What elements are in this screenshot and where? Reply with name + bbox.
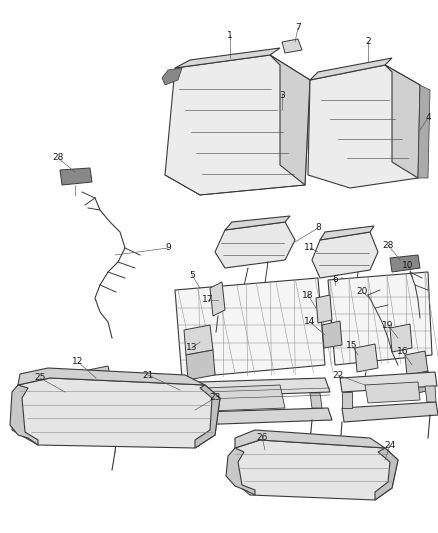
Polygon shape	[105, 378, 330, 400]
Text: 11: 11	[304, 244, 316, 253]
Text: 12: 12	[72, 358, 84, 367]
Polygon shape	[175, 278, 325, 378]
Polygon shape	[165, 55, 310, 195]
Polygon shape	[210, 282, 225, 316]
Polygon shape	[322, 321, 342, 348]
Polygon shape	[175, 48, 280, 68]
Polygon shape	[405, 351, 428, 376]
Text: 28: 28	[382, 240, 394, 249]
Polygon shape	[215, 222, 295, 268]
Polygon shape	[316, 295, 332, 323]
Polygon shape	[195, 385, 220, 448]
Text: 14: 14	[304, 318, 316, 327]
Polygon shape	[270, 55, 310, 185]
Polygon shape	[390, 255, 420, 272]
Polygon shape	[342, 392, 352, 408]
Polygon shape	[108, 408, 332, 428]
Text: 18: 18	[302, 290, 314, 300]
Text: 9: 9	[165, 244, 171, 253]
Text: 24: 24	[385, 440, 396, 449]
Text: 1: 1	[227, 30, 233, 39]
Text: 13: 13	[186, 343, 198, 352]
Text: 21: 21	[142, 370, 154, 379]
Polygon shape	[328, 272, 432, 365]
Text: 7: 7	[295, 23, 301, 33]
Text: 5: 5	[189, 271, 195, 279]
Text: 3: 3	[279, 91, 285, 100]
Text: 28: 28	[52, 154, 64, 163]
Text: 26: 26	[256, 432, 268, 441]
Polygon shape	[18, 368, 205, 385]
Text: 10: 10	[402, 261, 414, 270]
Text: 2: 2	[365, 37, 371, 46]
Polygon shape	[375, 448, 398, 500]
Text: 15: 15	[346, 341, 358, 350]
Polygon shape	[10, 385, 38, 445]
Text: 20: 20	[356, 287, 367, 296]
Polygon shape	[232, 440, 398, 500]
Polygon shape	[186, 350, 215, 380]
Polygon shape	[312, 232, 378, 278]
Polygon shape	[418, 85, 430, 178]
Polygon shape	[340, 372, 437, 392]
Polygon shape	[425, 386, 436, 402]
Polygon shape	[355, 344, 378, 372]
Polygon shape	[108, 400, 118, 415]
Polygon shape	[310, 58, 392, 80]
Text: 19: 19	[382, 320, 394, 329]
Polygon shape	[342, 402, 438, 422]
Polygon shape	[320, 226, 374, 240]
Polygon shape	[60, 168, 92, 185]
Polygon shape	[88, 366, 112, 390]
Text: 16: 16	[397, 348, 409, 357]
Text: 8: 8	[315, 223, 321, 232]
Polygon shape	[184, 325, 213, 355]
Polygon shape	[155, 385, 285, 413]
Polygon shape	[162, 68, 182, 85]
Polygon shape	[365, 382, 420, 403]
Polygon shape	[235, 430, 385, 448]
Polygon shape	[408, 371, 430, 395]
Polygon shape	[92, 384, 114, 405]
Polygon shape	[308, 65, 420, 188]
Polygon shape	[390, 324, 412, 352]
Text: 25: 25	[34, 374, 46, 383]
Polygon shape	[385, 65, 420, 178]
Polygon shape	[225, 216, 290, 230]
Text: 6: 6	[332, 276, 338, 285]
Text: 4: 4	[425, 114, 431, 123]
Text: 17: 17	[202, 295, 214, 304]
Polygon shape	[282, 39, 302, 53]
Polygon shape	[310, 393, 322, 408]
Polygon shape	[226, 448, 255, 495]
Text: 22: 22	[332, 370, 344, 379]
Polygon shape	[12, 378, 220, 448]
Text: 23: 23	[209, 393, 221, 402]
